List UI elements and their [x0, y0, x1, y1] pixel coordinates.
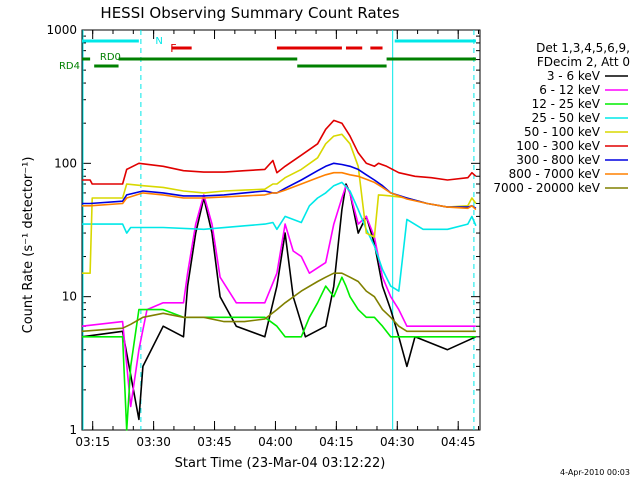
flag-label-n: N — [155, 36, 162, 47]
legend-label-5: 100 - 300 keV — [516, 139, 600, 153]
legend-header-line-2: FDecim 2, Att 0 — [537, 55, 630, 69]
legend-label-7: 800 - 7000 keV — [509, 167, 601, 181]
flag-label-f: F — [170, 42, 176, 55]
flag-label-rd4: RD4 — [59, 61, 80, 72]
y-tick-label: 10 — [62, 290, 77, 304]
series-line-8 — [81, 272, 476, 333]
chart-title: HESSI Observing Summary Count Rates — [100, 4, 399, 22]
footer-date: 4-Apr-2010 00:03 — [560, 468, 630, 477]
chart-marks: NF RD0 RD4 — [59, 30, 477, 431]
series-line-1 — [81, 184, 476, 408]
legend-header-line-1: Det 1,3,4,5,6,9, — [536, 41, 630, 55]
x-axis-label: Start Time (23-Mar-04 03:12:22) — [175, 456, 386, 471]
x-tick-label: 04:30 — [380, 435, 415, 449]
x-tick-label: 04:15 — [319, 435, 354, 449]
x-tick-label: 03:45 — [197, 435, 232, 449]
x-tick-label: 03:30 — [136, 435, 171, 449]
legend-label-6: 300 - 800 keV — [516, 153, 600, 167]
y-axis-label: Count Rate (s⁻¹ detector⁻¹) — [21, 157, 36, 334]
series-line-2 — [82, 276, 476, 431]
series-line-3 — [82, 181, 477, 292]
flag-label-rd0: RD0 — [100, 52, 121, 63]
plot-frame — [81, 29, 481, 431]
y-tick-label: 100 — [54, 156, 77, 170]
legend-label-2: 12 - 25 keV — [532, 97, 601, 111]
series-line-6 — [82, 162, 477, 209]
y-tick-label: 1 — [69, 423, 77, 437]
legend-label-0: 3 - 6 keV — [547, 69, 601, 83]
legend-label-3: 25 - 50 keV — [532, 111, 601, 125]
x-tick-label: 04:00 — [258, 435, 293, 449]
plot-area: 1 10 100 1000 03:15 03:30 03:45 04:00 04:15 04:30… — [46, 23, 481, 449]
x-tick-label: 04:45 — [441, 435, 476, 449]
legend-label-4: 50 - 100 keV — [524, 125, 601, 139]
x-tick-label: 03:15 — [75, 435, 110, 449]
series-line-0 — [81, 183, 477, 421]
y-tick-label: 1000 — [46, 23, 77, 37]
series-line-5 — [82, 119, 477, 185]
legend-label-1: 6 - 12 keV — [539, 83, 601, 97]
y-axis-label-group: Count Rate (s⁻¹ detector⁻¹) — [21, 157, 36, 334]
legend-label-8: 7000 - 20000 keV — [493, 181, 600, 195]
series-line-7 — [82, 171, 477, 211]
